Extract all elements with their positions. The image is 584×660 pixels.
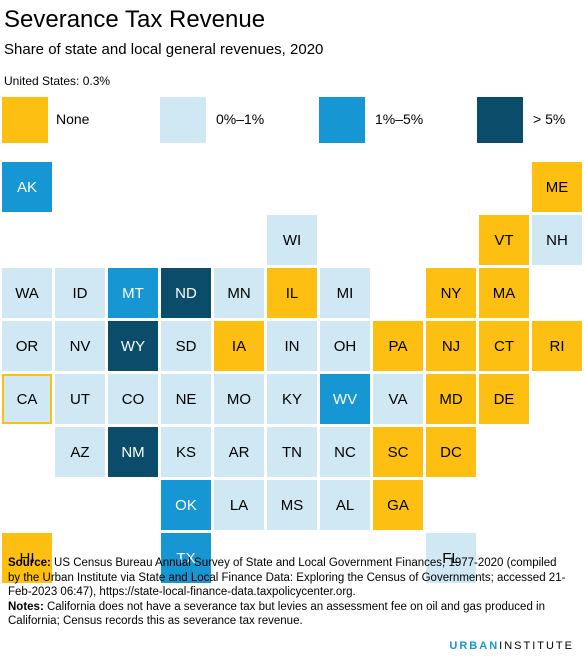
legend-label-mid: 1%–5% bbox=[375, 111, 424, 127]
state-tile-ne: NE bbox=[161, 374, 211, 424]
state-tile-ma: MA bbox=[479, 268, 529, 318]
us-average: United States: 0.3% bbox=[4, 74, 111, 88]
state-tile-ri: RI bbox=[532, 321, 582, 371]
state-tile-ca: CA bbox=[2, 374, 52, 424]
source-text: US Census Bureau Annual Survey of State … bbox=[8, 557, 566, 598]
state-tile-ar: AR bbox=[214, 427, 264, 477]
state-tile-wv: WV bbox=[320, 374, 370, 424]
legend-swatch-high bbox=[477, 97, 523, 143]
state-tile-ut: UT bbox=[55, 374, 105, 424]
state-tile-la: LA bbox=[214, 480, 264, 530]
state-tile-fl: FL bbox=[426, 533, 476, 583]
state-tile-pa: PA bbox=[373, 321, 423, 371]
state-tile-az: AZ bbox=[55, 427, 105, 477]
state-tile-ok: OK bbox=[161, 480, 211, 530]
legend-label-low: 0%–1% bbox=[216, 111, 265, 127]
state-tile-in: IN bbox=[267, 321, 317, 371]
legend-label-none: None bbox=[56, 111, 90, 127]
source-note: Source: US Census Bureau Annual Survey o… bbox=[8, 556, 568, 600]
notes-label: Notes: bbox=[8, 600, 44, 613]
state-tile-al: AL bbox=[320, 480, 370, 530]
state-tile-ms: MS bbox=[267, 480, 317, 530]
footnote: Source: US Census Bureau Annual Survey o… bbox=[8, 556, 568, 629]
state-tile-de: DE bbox=[479, 374, 529, 424]
source-label: Source: bbox=[8, 557, 51, 569]
notes-text: California does not have a severance tax… bbox=[8, 600, 545, 628]
state-tile-mi: MI bbox=[320, 268, 370, 318]
state-tile-dc: DC bbox=[426, 427, 476, 477]
state-tile-ga: GA bbox=[373, 480, 423, 530]
state-tile-nh: NH bbox=[532, 215, 582, 265]
legend-label-high: > 5% bbox=[533, 111, 566, 127]
map-subtitle: Share of state and local general revenue… bbox=[4, 41, 324, 58]
urban-institute-logo: URBANINSTITUTE bbox=[449, 640, 574, 652]
brand-part-2: INSTITUTE bbox=[499, 640, 574, 652]
state-tile-nd: ND bbox=[161, 268, 211, 318]
state-tile-tn: TN bbox=[267, 427, 317, 477]
state-tile-tx: TX bbox=[161, 533, 211, 583]
state-tile-mo: MO bbox=[214, 374, 264, 424]
brand-part-1: URBAN bbox=[449, 640, 500, 652]
state-tile-ia: IA bbox=[214, 321, 264, 371]
state-tile-nj: NJ bbox=[426, 321, 476, 371]
tile-map: AK ME WI VT NH WA ID MT ND MN IL MI NY MA OR NV WY SD IA IN… bbox=[2, 162, 582, 583]
state-tile-me: ME bbox=[532, 162, 582, 212]
state-tile-co: CO bbox=[108, 374, 158, 424]
map-title: Severance Tax Revenue bbox=[4, 6, 266, 33]
state-tile-va: VA bbox=[373, 374, 423, 424]
state-tile-sc: SC bbox=[373, 427, 423, 477]
state-tile-or: OR bbox=[2, 321, 52, 371]
state-tile-ak: AK bbox=[2, 162, 52, 212]
state-tile-wy: WY bbox=[108, 321, 158, 371]
state-tile-md: MD bbox=[426, 374, 476, 424]
state-tile-ks: KS bbox=[161, 427, 211, 477]
state-tile-wa: WA bbox=[2, 268, 52, 318]
state-tile-nc: NC bbox=[320, 427, 370, 477]
state-tile-mn: MN bbox=[214, 268, 264, 318]
state-tile-ny: NY bbox=[426, 268, 476, 318]
state-tile-ct: CT bbox=[479, 321, 529, 371]
state-tile-sd: SD bbox=[161, 321, 211, 371]
state-tile-id: ID bbox=[55, 268, 105, 318]
legend-swatch-low bbox=[160, 97, 206, 143]
legend-swatch-none bbox=[2, 97, 48, 143]
state-tile-vt: VT bbox=[479, 215, 529, 265]
notes-note: Notes: California does not have a severa… bbox=[8, 600, 568, 629]
legend-swatch-mid bbox=[319, 97, 365, 143]
state-tile-il: IL bbox=[267, 268, 317, 318]
state-tile-nv: NV bbox=[55, 321, 105, 371]
state-tile-nm: NM bbox=[108, 427, 158, 477]
state-tile-oh: OH bbox=[320, 321, 370, 371]
state-tile-wi: WI bbox=[267, 215, 317, 265]
state-tile-hi: HI bbox=[2, 533, 52, 583]
state-tile-mt: MT bbox=[108, 268, 158, 318]
state-tile-ky: KY bbox=[267, 374, 317, 424]
